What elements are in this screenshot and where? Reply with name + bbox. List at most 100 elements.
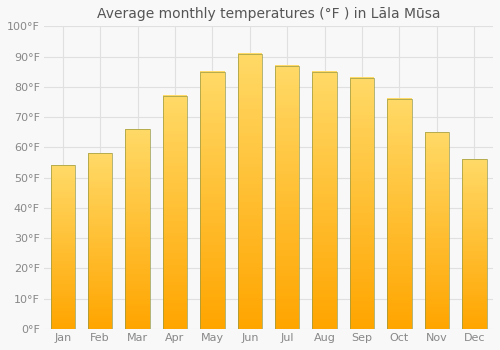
Bar	[200, 232, 224, 236]
Bar	[462, 309, 486, 312]
Bar	[312, 235, 337, 239]
Bar	[388, 139, 411, 142]
Bar	[88, 155, 112, 158]
Bar	[388, 214, 411, 217]
Bar	[88, 252, 112, 254]
Bar	[88, 208, 112, 210]
Bar	[312, 264, 337, 268]
Bar	[200, 135, 224, 139]
Bar	[350, 294, 374, 298]
Bar	[350, 118, 374, 122]
Bar	[425, 193, 449, 196]
Bar	[238, 149, 262, 153]
Bar	[425, 166, 449, 169]
Bar	[275, 177, 299, 181]
Bar	[312, 145, 337, 149]
Bar	[312, 135, 337, 139]
Bar	[163, 189, 187, 192]
Bar	[312, 190, 337, 194]
Bar	[275, 161, 299, 164]
Bar	[425, 132, 449, 135]
Bar	[388, 323, 411, 326]
Bar	[50, 212, 75, 215]
Bar	[462, 182, 486, 185]
Bar	[163, 171, 187, 175]
Bar	[388, 113, 411, 116]
Bar	[462, 241, 486, 244]
Bar	[462, 318, 486, 320]
Bar	[425, 161, 449, 164]
Bar	[50, 171, 75, 174]
Bar	[88, 219, 112, 222]
Bar	[238, 136, 262, 140]
Bar	[126, 301, 150, 304]
Bar	[275, 124, 299, 128]
Bar	[312, 200, 337, 203]
Bar	[275, 72, 299, 76]
Bar	[238, 277, 262, 281]
Bar	[163, 290, 187, 294]
Bar	[200, 78, 224, 81]
Bar	[238, 298, 262, 301]
Bar	[350, 184, 374, 188]
Bar	[275, 210, 299, 214]
Bar	[388, 231, 411, 234]
Bar	[126, 196, 150, 199]
Bar	[163, 294, 187, 297]
Bar	[200, 238, 224, 242]
Bar	[163, 156, 187, 160]
Bar	[312, 142, 337, 146]
Bar	[200, 155, 224, 159]
Bar	[200, 203, 224, 207]
Bar	[275, 233, 299, 237]
Bar	[350, 159, 374, 162]
Bar	[50, 279, 75, 282]
Bar	[88, 197, 112, 199]
Bar	[238, 229, 262, 232]
Bar	[88, 298, 112, 300]
Bar	[50, 324, 75, 327]
Bar	[350, 206, 374, 210]
Bar	[312, 209, 337, 213]
Bar	[88, 262, 112, 265]
Bar	[88, 188, 112, 191]
Bar	[388, 294, 411, 297]
Bar	[275, 128, 299, 132]
Bar	[350, 78, 374, 329]
Bar	[126, 224, 150, 226]
Bar	[50, 173, 75, 176]
Bar	[50, 255, 75, 257]
Bar	[425, 201, 449, 203]
Bar	[126, 296, 150, 299]
Bar	[350, 134, 374, 137]
Bar	[388, 326, 411, 329]
Bar	[88, 260, 112, 263]
Bar	[200, 84, 224, 88]
Bar	[462, 246, 486, 248]
Bar	[200, 100, 224, 104]
Bar	[163, 302, 187, 306]
Bar	[462, 316, 486, 318]
Bar	[88, 269, 112, 272]
Bar	[50, 296, 75, 298]
Bar	[388, 239, 411, 243]
Bar	[275, 243, 299, 247]
Bar	[126, 171, 150, 174]
Bar	[88, 311, 112, 314]
Bar	[50, 318, 75, 321]
Bar	[163, 273, 187, 276]
Bar	[350, 127, 374, 131]
Bar	[350, 149, 374, 153]
Bar	[425, 213, 449, 216]
Bar	[462, 165, 486, 168]
Bar	[200, 271, 224, 274]
Bar	[88, 315, 112, 318]
Bar	[312, 206, 337, 210]
Bar	[238, 270, 262, 274]
Bar	[163, 299, 187, 303]
Bar	[350, 256, 374, 260]
Bar	[163, 253, 187, 256]
Bar	[388, 233, 411, 237]
Bar	[50, 206, 75, 208]
Bar	[200, 158, 224, 162]
